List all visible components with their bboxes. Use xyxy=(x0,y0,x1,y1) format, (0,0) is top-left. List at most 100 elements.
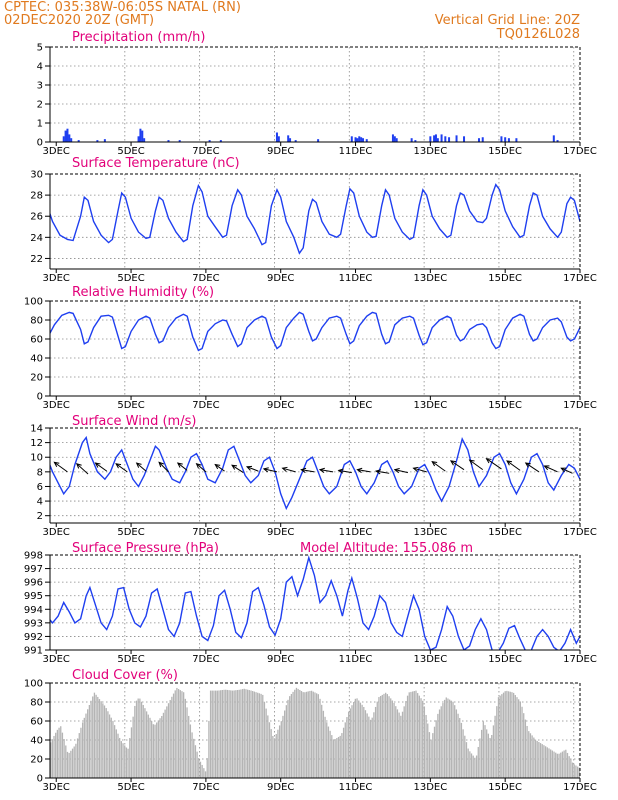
cloud-cover-bar xyxy=(474,757,476,778)
cloud-cover-bar xyxy=(66,751,69,778)
precip-bar xyxy=(448,137,451,142)
cloud-cover-bar xyxy=(443,699,446,778)
cloud-cover-bar xyxy=(531,735,533,778)
cloud-cover-title: Cloud Cover (%) xyxy=(72,668,178,683)
cloud-cover-bar xyxy=(480,729,483,778)
y-tick-label: 993 xyxy=(24,618,43,629)
wind-arrow xyxy=(95,462,108,472)
cloud-cover-bar xyxy=(300,691,303,778)
x-tick-label: 13DEC xyxy=(413,782,447,793)
cloud-cover-bar xyxy=(363,706,365,778)
cloud-cover-bar xyxy=(448,699,451,778)
temperature-title: Surface Temperature (nC) xyxy=(72,156,240,171)
cloud-cover-bar xyxy=(174,690,176,778)
cloud-cover-bar xyxy=(299,689,301,778)
cloud-cover-bar xyxy=(73,746,75,778)
wind-arrow xyxy=(177,462,188,471)
cloud-cover-bar xyxy=(496,706,498,778)
wind-arrow xyxy=(469,459,484,471)
precip-bar xyxy=(317,139,320,142)
cloud-cover-bar xyxy=(518,699,520,778)
cloud-cover-bar xyxy=(415,690,417,778)
precip-bar xyxy=(429,136,432,142)
cloud-cover-bar xyxy=(374,706,377,778)
cloud-cover-bar xyxy=(176,687,178,778)
cloud-cover-bar xyxy=(216,690,218,778)
x-tick-label: 15DEC xyxy=(488,400,522,411)
series-group xyxy=(62,128,588,142)
cloud-cover-bar xyxy=(70,750,72,778)
plot-frame xyxy=(49,300,581,397)
x-tick-label: 9DEC xyxy=(267,146,294,157)
cloud-cover-bar xyxy=(233,690,235,778)
cloud-cover-bar xyxy=(556,753,559,778)
wind-arrow xyxy=(394,469,409,474)
cloud-cover-bar xyxy=(58,727,60,778)
x-tick-label: 9DEC xyxy=(267,782,294,793)
cloud-cover-bar xyxy=(524,719,527,778)
cloud-cover-bar xyxy=(561,751,564,778)
cloud-cover-bar xyxy=(194,745,197,778)
cloud-cover-bar xyxy=(534,739,537,778)
y-tick-label: 2 xyxy=(37,511,43,522)
precip-bar xyxy=(436,138,439,142)
y-tick-label: 28 xyxy=(30,191,43,202)
cloud-cover-bar xyxy=(403,706,405,778)
x-tick-label: 7DEC xyxy=(192,782,219,793)
cloud-cover-bar xyxy=(149,717,151,778)
cloud-cover-bar xyxy=(364,710,367,778)
cloud-cover-bar xyxy=(417,693,419,778)
wind-arrow xyxy=(246,466,259,472)
cloud-cover-bar xyxy=(122,743,124,778)
cloud-cover-bar xyxy=(472,755,474,778)
cloud-cover-bar xyxy=(371,717,373,778)
cloud-cover-bar xyxy=(428,732,431,778)
wind-arrow-head xyxy=(176,462,183,468)
cloud-cover-bar xyxy=(573,764,575,778)
x-tick-label: 3DEC xyxy=(43,654,70,665)
y-tick-label: 6 xyxy=(37,482,43,493)
cloud-cover-bar xyxy=(51,739,53,778)
x-tick-label: 7DEC xyxy=(192,400,219,411)
series-group xyxy=(50,183,580,255)
cloud-cover-bar xyxy=(290,694,293,778)
cloud-cover-bar xyxy=(332,739,335,778)
series-group xyxy=(50,687,580,778)
cloud-cover-bar xyxy=(450,700,452,778)
cloud-cover-bar xyxy=(307,691,309,778)
cloud-cover-bar xyxy=(484,725,486,778)
cloud-cover-bar xyxy=(497,697,500,778)
cloud-cover-bar xyxy=(245,689,247,778)
cloud-cover-bar xyxy=(551,750,553,778)
x-tick-label: 5DEC xyxy=(117,400,144,411)
y-tick-label: 24 xyxy=(30,233,43,244)
wind-arrow-head xyxy=(374,469,382,475)
x-tick-label: 3DEC xyxy=(43,400,70,411)
cloud-cover-bar xyxy=(231,690,234,778)
precip-bar xyxy=(552,135,555,142)
cloud-cover-bar xyxy=(411,691,414,778)
wind-arrow xyxy=(525,462,540,473)
cloud-cover-bar xyxy=(519,701,522,778)
cloud-cover-bar xyxy=(277,729,279,778)
precip-bar xyxy=(277,136,280,142)
wind-arrow xyxy=(15,457,26,468)
cloud-cover-bar xyxy=(341,733,343,778)
precip-bar xyxy=(586,137,588,142)
cloud-cover-bar xyxy=(255,692,257,778)
cloud-cover-bar xyxy=(410,691,412,778)
cloud-cover-bar xyxy=(284,710,286,778)
cloud-cover-bar xyxy=(236,689,239,778)
wind-arrow-head xyxy=(245,465,253,471)
precip-bar xyxy=(178,140,181,142)
y-tick-label: 4 xyxy=(37,497,43,508)
cloud-cover-bar xyxy=(203,768,205,778)
cloud-cover-bar xyxy=(159,718,161,778)
cloud-cover-bar xyxy=(565,749,567,778)
series-group xyxy=(50,555,580,650)
x-tick-label: 5DEC xyxy=(117,654,144,665)
cloud-cover-bar xyxy=(379,695,382,778)
cloud-cover-bar xyxy=(501,694,503,778)
wind-arrow xyxy=(357,469,371,473)
cloud-cover-bar xyxy=(440,706,442,778)
